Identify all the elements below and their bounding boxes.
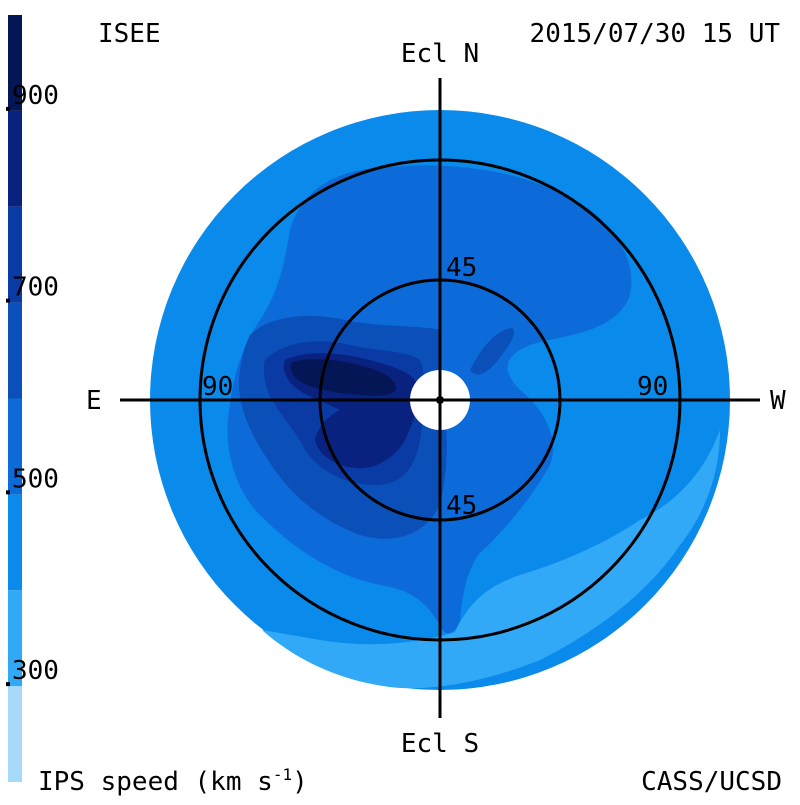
colorbar-band [8,398,22,495]
peak-speed-region [290,359,397,396]
colorbar-band [8,110,22,207]
ring-label-inner-north: 45 [446,253,477,283]
ring-label-inner-south: 45 [446,491,477,521]
ring-label-outer-east: 90 [202,372,233,402]
colorbar-tick-label: 700 [12,273,59,303]
colorbar-tick-mark [6,490,10,495]
colorbar-tick-label: 900 [12,81,59,111]
ring-label-outer-west: 90 [637,372,668,402]
credit-label: CASS/UCSD [641,767,782,797]
colorbar-tick-label: 500 [12,464,59,494]
colorbar-band [8,302,22,399]
colorbar-band [8,206,22,303]
colorbar-band [8,15,22,111]
header-datetime: 2015/07/30 15 UT [530,19,781,49]
direction-east: E [86,386,102,416]
fast-finger [470,328,515,375]
colorbar-tick-mark [6,106,10,111]
colorbar-band [8,494,22,591]
colorbar-unit-exponent: -1 [273,765,292,784]
header-left-label: ISEE [98,19,161,49]
colorbar-label-text: IPS speed (km s [38,767,273,797]
colorbar-label-close: ) [292,767,308,797]
colorbar-tick-label: 300 [12,656,59,686]
colorbar-band [8,590,22,687]
colorbar-label: IPS speed (km s-1) [38,765,308,797]
colorbar-tick-mark [6,682,10,687]
direction-south: Ecl S [401,729,479,759]
colorbar-band [8,686,22,782]
slow-edge-region [262,430,720,689]
direction-north: Ecl N [401,39,479,69]
direction-west: W [770,386,786,416]
colorbar-ticks: 900 700 500 300 [6,81,59,687]
colorbar-tick-mark [6,298,10,303]
center-dot [436,396,444,404]
colorbar [8,15,22,782]
